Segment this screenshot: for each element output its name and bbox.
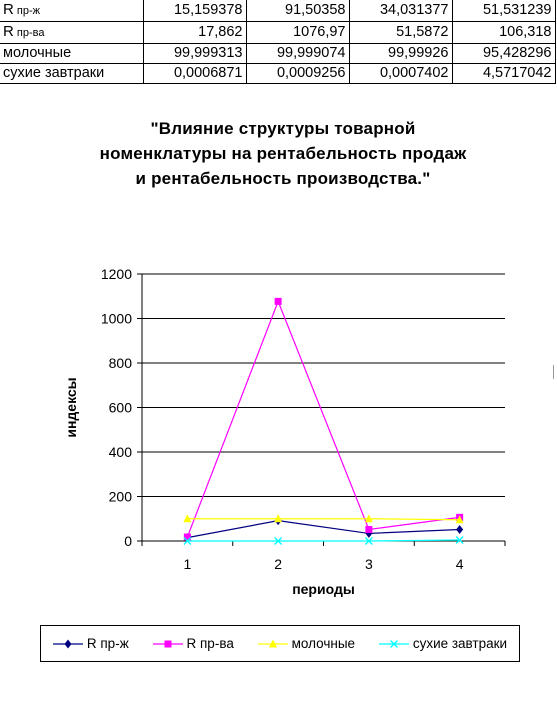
row-label-main: молочные [3,45,72,61]
data-table: R пр-ж 15,159378 91,50358 34,031377 51,53123… [0,0,556,84]
legend-swatch [152,640,183,647]
legend-item: R пр-ж [52,636,129,651]
data-point [64,639,72,648]
table-cell: 51,531239 [452,0,556,22]
data-point [183,533,191,541]
row-label-main: R [3,23,14,40]
row-label-sub: пр-ж [13,5,40,17]
series-line [187,539,460,542]
legend-label: молочные [291,636,356,651]
x-tick-label: 3 [365,556,373,572]
table-cell: 15,159378 [143,0,247,22]
chart-title: "Влияние структуры товарной номенклатуры… [99,119,467,188]
row-label: сухие завтраки [0,63,144,84]
table-cell: 99,999074 [246,43,350,64]
y-tick-label: 400 [109,444,133,460]
data-point [183,537,192,545]
data-point [164,640,171,647]
table-cell: 1076,97 [246,21,350,44]
y-tick-label: 1000 [101,311,132,327]
legend-label: R пр-ж [86,636,129,651]
series-square [183,297,464,541]
legend-label: R пр-ва [186,636,234,651]
data-point [364,514,373,523]
table-cell: 95,428296 [452,43,556,64]
series-diamond [183,516,464,543]
x-tick-label: 2 [274,556,282,572]
legend-swatch [52,639,83,648]
table-row: молочные 99,999313 99,999074 99,99926 95,428… [0,43,556,64]
row-label: молочные [0,43,144,64]
table-cell: 99,999313 [143,43,247,64]
row-label: R пр-ва [0,21,144,44]
x-axis-title: периоды [292,581,355,597]
table-row: R пр-ж 15,159378 91,50358 34,031377 51,53123… [0,0,556,22]
row-label-main: R [3,1,14,18]
data-point [455,515,464,524]
table-cell: 51,5872 [349,21,453,44]
legend-item: сухие завтраки [378,636,508,651]
y-tick-label: 600 [109,400,133,416]
row-label: R пр-ж [0,0,144,22]
edge-marker [553,365,557,379]
table-row: R пр-ва 17,862 1076,97 51,5872 106,318 [0,21,556,44]
data-point [364,537,373,545]
table-cell: 34,031377 [349,0,453,22]
y-tick-label: 1200 [101,266,132,282]
series-line [187,520,460,539]
table-cell: 106,318 [452,21,556,44]
table-cell: 99,99926 [349,43,453,64]
series-line [187,518,460,521]
x-tick-label: 4 [456,556,464,572]
legend-item: молочные [257,636,356,651]
table-cell: 4,5717042 [452,63,556,84]
y-tick-label: 800 [109,355,133,371]
legend-label: сухие завтраки [412,636,508,651]
data-point [183,514,192,523]
data-point [365,526,373,534]
y-axis-title: индексы [63,377,79,437]
chart-legend: R пр-ж R пр-ва молочные сухие завтраки [40,625,520,662]
series-line [186,299,460,538]
table-cell: 0,0006871 [143,63,247,84]
legend-item: R пр-ва [152,636,234,651]
table-cell: 17,862 [143,21,247,44]
series-triangle [183,514,464,524]
data-point [268,639,277,647]
series-x [183,536,464,545]
data-point [456,525,464,535]
legend-swatch [257,639,288,647]
data-point [455,536,464,544]
x-tick-label: 1 [183,556,191,572]
data-point [274,297,282,305]
y-tick-label: 200 [109,489,133,505]
data-point [274,537,283,545]
table-cell: 0,0009256 [246,63,350,84]
legend-swatch [378,639,409,648]
data-point [274,514,283,523]
data-point [389,639,398,648]
row-label-main: сухие завтраки [3,65,105,81]
row-label-sub: пр-ва [13,27,45,39]
y-tick-label: 0 [124,533,132,549]
table-row: сухие завтраки 0,0006871 0,0009256 0,000740… [0,63,556,84]
table-cell: 0,0007402 [349,63,453,84]
table-cell: 91,50358 [246,0,350,22]
